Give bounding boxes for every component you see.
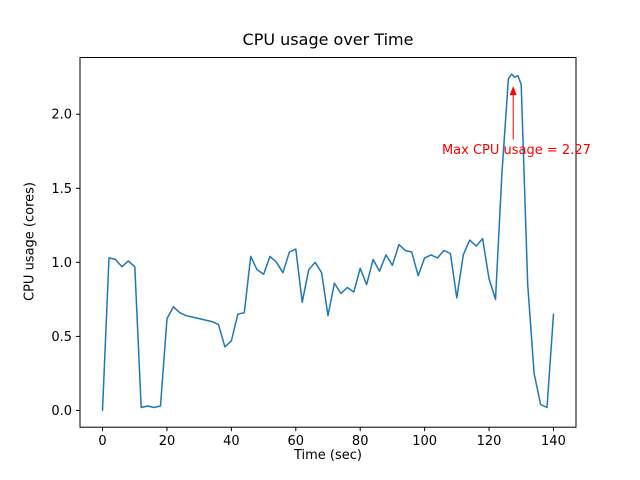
x-tick-label: 60 [288,434,305,449]
x-tick-label: 40 [223,434,240,449]
x-tick-label: 0 [98,434,106,449]
x-tick-label: 80 [352,434,369,449]
annotation-arrowhead [509,86,517,96]
x-axis-label: Time (sec) [293,448,362,463]
annotation-text: Max CPU usage = 2.27 [442,143,591,158]
y-tick-label: 0.0 [51,404,72,419]
x-tick-label: 20 [159,434,176,449]
y-tick-label: 2.0 [51,108,72,123]
chart-title: CPU usage over Time [242,30,414,49]
x-tick-label: 120 [477,434,502,449]
x-tick-label: 100 [412,434,437,449]
cpu-usage-line [101,73,555,412]
y-tick-label: 1.5 [51,182,72,197]
y-tick-label: 0.5 [51,330,72,345]
plot-frame [79,57,577,428]
x-tick-label: 140 [541,434,566,449]
y-tick-label: 1.0 [51,256,72,271]
